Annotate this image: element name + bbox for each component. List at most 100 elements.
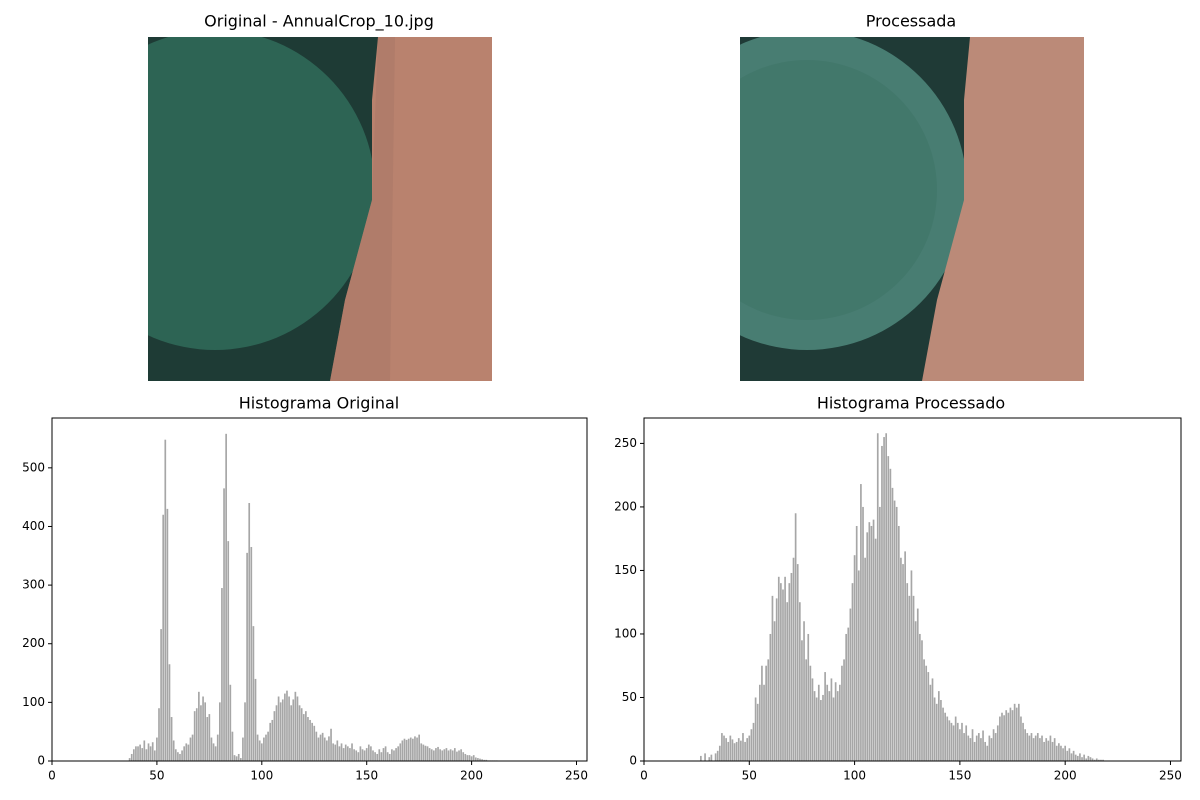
histogram-bar (189, 737, 192, 761)
histogram-bar (424, 745, 427, 761)
y-tick-label: 0 (629, 754, 637, 768)
histogram-bar (895, 506, 898, 761)
histogram-bar (334, 744, 337, 761)
histogram-bar (1055, 745, 1058, 761)
histogram-bar (168, 664, 171, 761)
histogram-bar (279, 702, 282, 761)
histogram-bar (313, 725, 316, 761)
histogram-bar (744, 741, 746, 761)
histogram-bar (1060, 745, 1062, 761)
histogram-bar (1093, 759, 1096, 761)
histogram-bar (200, 705, 202, 761)
histogram-bar (328, 736, 330, 761)
histogram-bar (479, 758, 481, 761)
histogram-bar (801, 640, 803, 761)
histogram-bar (992, 729, 995, 761)
histogram-bar (758, 684, 761, 761)
histogram-bar (815, 697, 818, 761)
histogram-bar (864, 557, 866, 761)
histogram-bar (170, 717, 173, 761)
histogram-bar (397, 746, 400, 761)
histogram-bar (223, 488, 225, 761)
histogram-bar (399, 743, 402, 761)
histogram-bar (748, 735, 751, 761)
histogram-bar (342, 748, 345, 761)
histogram-bar (456, 751, 458, 761)
histogram-bar (485, 759, 488, 761)
histogram-bar (246, 552, 248, 761)
histogram-bar (216, 734, 219, 761)
histogram-bar (451, 750, 454, 761)
histogram-bar (229, 684, 232, 761)
histogram-bar (384, 746, 387, 761)
y-tick-label: 200 (614, 499, 637, 513)
histogram-bar (317, 737, 320, 761)
histogram-bar (422, 744, 425, 761)
histogram-bar (462, 752, 465, 761)
histogram-bar (1036, 733, 1039, 761)
histogram-bar (807, 633, 810, 761)
histogram-bar (1018, 703, 1020, 761)
histogram-bar (975, 735, 978, 761)
histogram-bar (338, 746, 341, 761)
histogram-bar (700, 755, 702, 761)
histogram-bar (474, 757, 477, 761)
histogram-bar (906, 583, 909, 761)
histogram-bar (973, 741, 976, 761)
histogram-bar (382, 748, 385, 761)
histogram-bar (1074, 754, 1077, 761)
histogram-bar (860, 484, 862, 761)
histogram-bar (254, 678, 257, 761)
histogram-bar (407, 738, 410, 761)
axes-frame (643, 417, 1182, 762)
histogram-bar (733, 743, 736, 761)
y-tick-label: 150 (614, 563, 637, 577)
image-title: Processada (866, 12, 956, 31)
histogram-bar (288, 696, 290, 761)
histogram-bar (851, 583, 854, 761)
histogram-bar (885, 433, 888, 761)
histogram-bar (1030, 733, 1033, 761)
histogram-bar (1013, 703, 1016, 761)
histogram-bar (735, 741, 738, 761)
histogram-bar (824, 672, 826, 761)
histogram-bar (172, 740, 175, 761)
histogram-bar (881, 445, 883, 761)
histogram-bar (437, 746, 439, 761)
histogram-bar (435, 748, 437, 761)
histogram-bar (273, 711, 276, 761)
histogram-bar (336, 740, 339, 761)
histogram-bar (929, 684, 932, 761)
y-tick-label: 300 (22, 578, 45, 592)
x-tick-label: 0 (640, 769, 648, 783)
histogram-bar (281, 699, 284, 761)
histogram-bar (330, 728, 332, 761)
histogram-bar (409, 737, 412, 761)
y-tick-label: 100 (22, 695, 45, 709)
histogram-bar (466, 755, 469, 761)
histogram-bar (256, 734, 259, 761)
histogram-bar (271, 719, 274, 761)
histogram-bar (900, 557, 902, 761)
histogram-bar (994, 733, 997, 761)
histogram-bar (128, 758, 131, 761)
histogram-bar (351, 743, 353, 761)
histogram-bar (1083, 754, 1085, 761)
histogram-bar (162, 514, 165, 761)
histogram-bar (315, 731, 318, 761)
histogram-bar (794, 513, 797, 761)
histogram-bar (309, 719, 311, 761)
histogram-bar (464, 753, 467, 761)
histogram-bar (449, 749, 452, 761)
histogram-bar (883, 437, 885, 761)
histogram-bar (765, 665, 767, 761)
histogram-bar (1024, 729, 1027, 761)
histogram-bar (1015, 707, 1018, 761)
histogram-bar (809, 665, 812, 761)
histogram-bar (870, 525, 873, 761)
histogram-bar (344, 744, 347, 761)
histogram-bar (954, 716, 957, 761)
histogram-bar (1102, 759, 1104, 761)
histogram-bar (237, 753, 240, 761)
